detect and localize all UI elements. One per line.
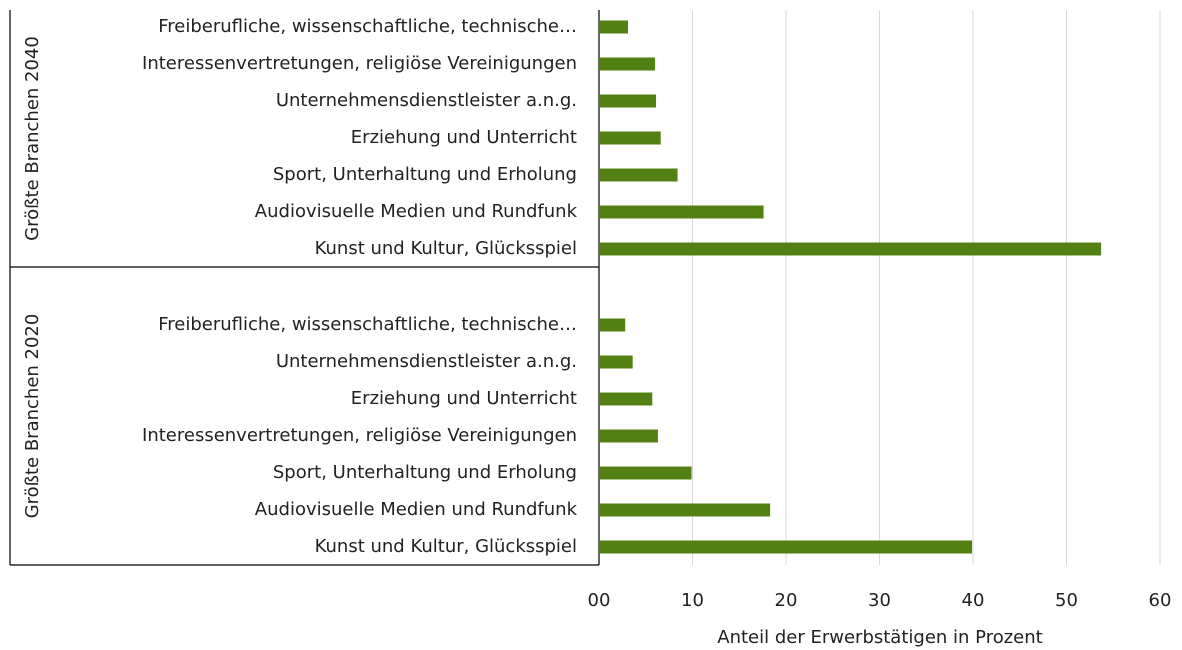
group-label: Größte Branchen 2040 (22, 36, 43, 241)
y-tick-label: Audiovisuelle Medien und Rundfunk (255, 201, 578, 222)
y-tick-label: Unternehmensdienstleister a.n.g. (276, 90, 577, 111)
x-tick-label: 30 (868, 590, 891, 611)
x-tick-label: 00 (588, 590, 611, 611)
y-tick-label: Unternehmensdienstleister a.n.g. (276, 351, 577, 372)
x-tick-label: 20 (775, 590, 798, 611)
bar (599, 168, 678, 182)
x-tick-label: 50 (1055, 590, 1078, 611)
bar (599, 429, 658, 443)
group-label: Größte Branchen 2020 (22, 314, 43, 519)
y-tick-label: Kunst und Kultur, Glücksspiel (315, 536, 577, 557)
x-tick-label: 10 (681, 590, 704, 611)
x-axis-title: Anteil der Erwerbstätigen in Prozent (717, 627, 1042, 648)
y-tick-label: Erziehung und Unterricht (351, 127, 577, 148)
bar (599, 20, 628, 34)
y-tick-label: Erziehung und Unterricht (351, 388, 577, 409)
bar (599, 318, 626, 332)
bar (599, 466, 692, 480)
bar (599, 131, 661, 145)
y-tick-label: Sport, Unterhaltung und Erholung (273, 462, 577, 483)
bar (599, 355, 633, 369)
bar (599, 94, 657, 108)
y-tick-label: Interessenvertretungen, religiöse Verein… (142, 425, 577, 446)
x-tick-label: 40 (962, 590, 985, 611)
bar (599, 242, 1102, 256)
y-tick-label: Kunst und Kultur, Glücksspiel (315, 238, 577, 259)
bar (599, 503, 771, 517)
y-tick-label: Interessenvertretungen, religiöse Verein… (142, 53, 577, 74)
y-tick-label: Freiberufliche, wissenschaftliche, techn… (158, 314, 577, 335)
x-tick-label: 60 (1149, 590, 1172, 611)
y-tick-label: Audiovisuelle Medien und Rundfunk (255, 499, 578, 520)
bar (599, 540, 973, 554)
y-tick-label: Sport, Unterhaltung und Erholung (273, 164, 577, 185)
y-tick-label: Freiberufliche, wissenschaftliche, techn… (158, 16, 577, 37)
bar (599, 57, 656, 71)
bar (599, 205, 764, 219)
bar (599, 392, 653, 406)
